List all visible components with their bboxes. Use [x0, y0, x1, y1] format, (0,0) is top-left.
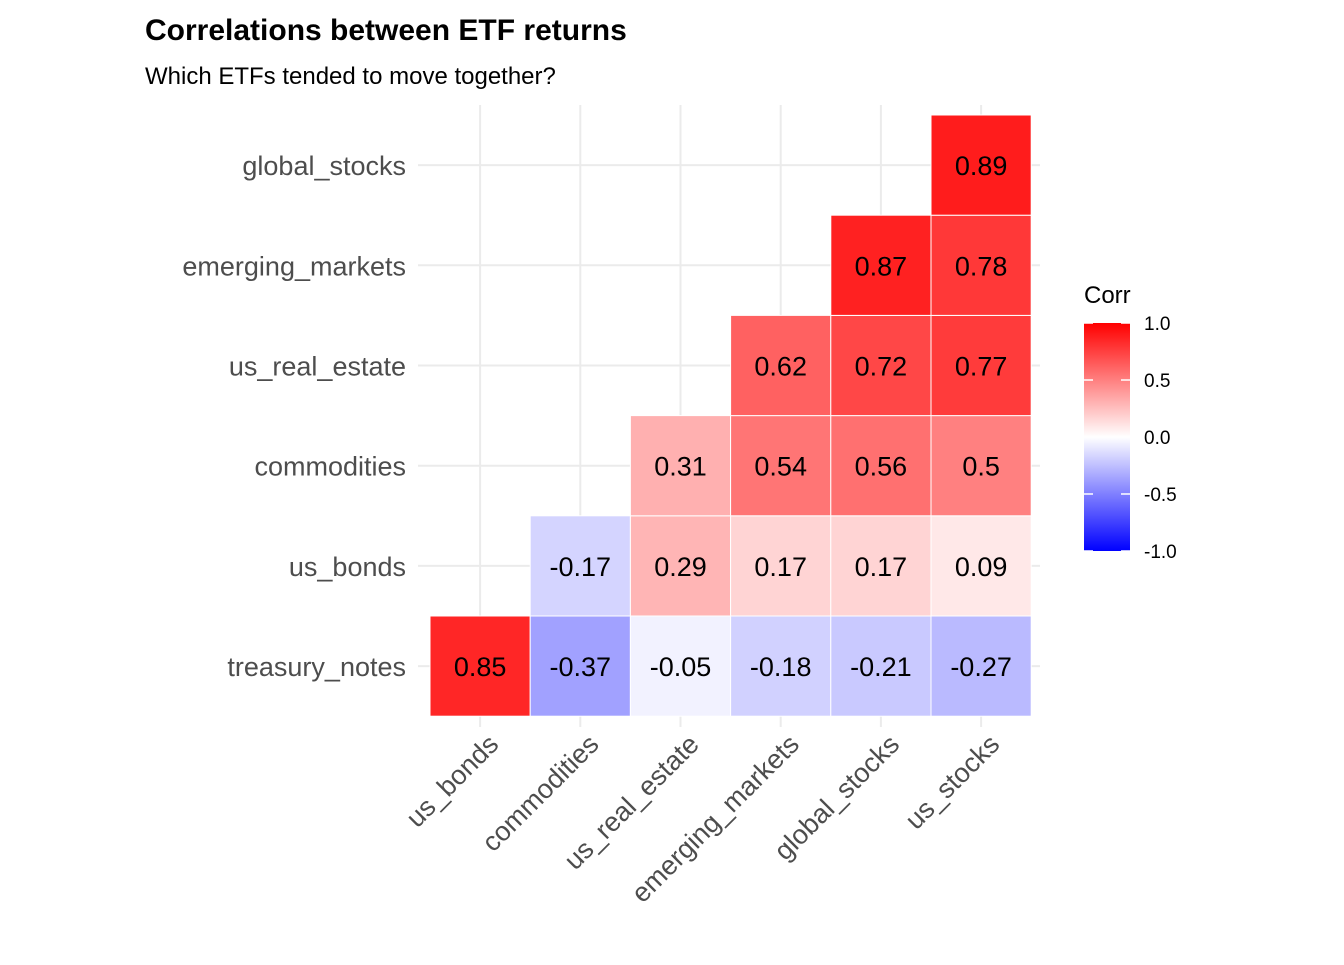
cell-value-label: 0.09 — [955, 552, 1008, 582]
heatmap-cell — [830, 415, 932, 517]
x-tick-label: us_stocks — [899, 729, 1005, 835]
heatmap-cell — [830, 214, 932, 316]
heatmap-cell — [629, 515, 732, 617]
heatmap-cell — [529, 615, 631, 717]
y-tick-label: global_stocks — [242, 151, 406, 181]
heatmap-cell — [930, 615, 1032, 717]
legend-tick-label: -1.0 — [1144, 542, 1177, 563]
y-tick-label: commodities — [254, 452, 406, 482]
cell-value-label: 0.62 — [754, 352, 807, 382]
cell-value-label: -0.27 — [950, 652, 1012, 682]
heatmap-cell — [930, 415, 1032, 517]
cell-value-label: 0.72 — [855, 352, 908, 382]
x-tick-label: us_bonds — [400, 729, 504, 833]
cell-value-label: 0.17 — [754, 552, 807, 582]
heatmap-cell — [529, 515, 631, 617]
cell-value-label: -0.37 — [550, 652, 612, 682]
cell-value-label: -0.21 — [850, 652, 912, 682]
heatmap-cell — [830, 515, 932, 617]
cell-value-label: 0.78 — [955, 251, 1008, 281]
cell-value-label: -0.05 — [650, 652, 712, 682]
cell-value-label: -0.18 — [750, 652, 812, 682]
x-tick-label: emerging_markets — [626, 729, 805, 908]
y-tick-label: treasury_notes — [227, 652, 406, 682]
heatmap-cell — [830, 314, 932, 417]
heatmap-cell — [730, 415, 832, 517]
legend-tick-label: 1.0 — [1144, 314, 1170, 335]
chart-title: Correlations between ETF returns — [145, 14, 627, 47]
cell-value-label: 0.87 — [855, 251, 908, 281]
color-legend: Corr 1.0 0.5 0.0 -0.5 -1.0 — [1084, 282, 1177, 563]
heatmap-cell — [629, 415, 732, 517]
legend-tick-label: 0.5 — [1144, 371, 1170, 392]
heatmap-cells: 0.85 -0.37 -0.05 -0.18 -0.21 -0.27 -0.17 0.29 0.… — [429, 114, 1032, 717]
legend-tick-label: -0.5 — [1144, 485, 1177, 506]
cell-value-label: 0.56 — [855, 452, 908, 482]
y-axis-tick-labels: treasury_notes us_bonds commodities us_real… — [182, 151, 406, 682]
x-axis-tick-labels: us_bondscommoditiesus_real_estateemergin… — [400, 729, 1005, 908]
y-tick-label: us_bonds — [289, 552, 406, 582]
y-tick-label: us_real_estate — [229, 352, 406, 382]
heatmap-cell — [730, 314, 832, 417]
cell-value-label: 0.77 — [955, 352, 1008, 382]
heatmap-cell — [830, 615, 932, 717]
heatmap-cell — [930, 214, 1032, 316]
heatmap-cell — [429, 615, 531, 717]
legend-title: Corr — [1084, 282, 1131, 309]
cell-value-label: -0.17 — [550, 552, 612, 582]
cell-value-label: 0.17 — [855, 552, 908, 582]
heatmap-cell — [930, 114, 1032, 216]
cell-value-label: 0.29 — [654, 552, 707, 582]
cell-value-label: 0.89 — [955, 151, 1008, 181]
chart-subtitle: Which ETFs tended to move together? — [145, 63, 556, 90]
cell-value-label: 0.5 — [962, 452, 1000, 482]
heatmap-cell — [930, 314, 1032, 417]
legend-tick-label: 0.0 — [1144, 428, 1170, 449]
cell-value-label: 0.31 — [654, 452, 707, 482]
heatmap-cell — [930, 515, 1032, 617]
y-tick-label: emerging_markets — [182, 251, 406, 281]
cell-value-label: 0.85 — [454, 652, 507, 682]
cell-value-label: 0.54 — [754, 452, 807, 482]
